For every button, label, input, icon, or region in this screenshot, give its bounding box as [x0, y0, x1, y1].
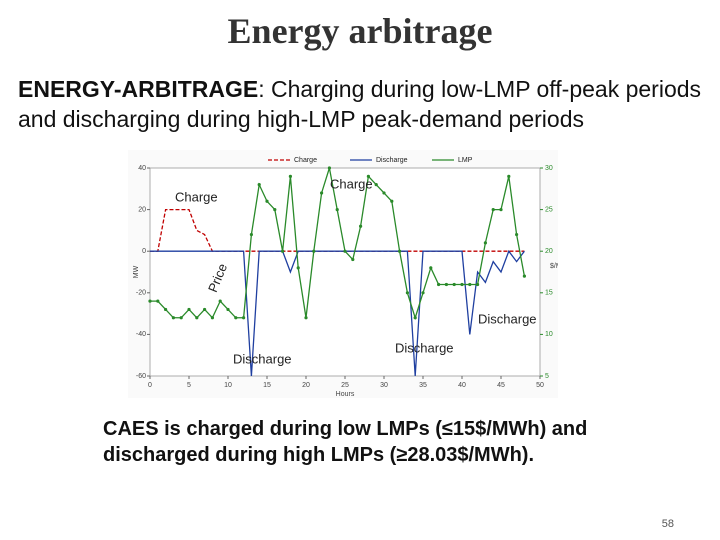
- x-tick-label: 5: [187, 382, 191, 389]
- lmp-marker: [437, 282, 441, 287]
- lmp-marker: [421, 291, 425, 295]
- lmp-marker: [203, 307, 207, 312]
- y2-tick-label: 15: [545, 290, 553, 297]
- lmp-marker: [429, 266, 433, 270]
- x-tick-label: 30: [380, 382, 388, 389]
- lmp-marker: [210, 316, 214, 320]
- lmp-marker: [444, 282, 448, 287]
- lmp-marker: [265, 199, 269, 203]
- annotation: Discharge: [395, 340, 454, 355]
- lmp-marker: [234, 316, 238, 320]
- lmp-marker: [382, 191, 386, 195]
- lmp-marker: [304, 316, 308, 320]
- chart: 0 5 10 15 20 25 30 35 40 45 50 -60 -40 -20 0 20 40 5 10 15 2…: [128, 150, 558, 398]
- lmp-marker: [491, 208, 495, 212]
- y2-tick-label: 10: [545, 331, 553, 338]
- legend-label: LMP: [458, 157, 473, 164]
- annotation: Discharge: [233, 351, 292, 366]
- lmp-marker: [296, 266, 300, 270]
- x-tick-label: 35: [419, 382, 427, 389]
- y-tick-label: 40: [138, 165, 146, 172]
- legend-label: Discharge: [376, 157, 408, 164]
- lmp-marker: [327, 166, 331, 170]
- x-axis-label: Hours: [336, 391, 355, 398]
- lmp-marker: [320, 191, 324, 195]
- lmp-marker: [460, 282, 464, 287]
- y-tick-label: -40: [136, 331, 146, 338]
- lmp-marker: [273, 208, 277, 212]
- lmp-marker: [156, 299, 160, 303]
- lmp-marker: [171, 316, 175, 320]
- lmp-marker: [249, 232, 253, 237]
- x-tick-label: 50: [536, 382, 544, 389]
- lmp-marker: [187, 307, 191, 312]
- y2-tick-label: 5: [545, 373, 549, 380]
- lmp-marker: [288, 174, 292, 178]
- lmp-marker: [164, 307, 168, 312]
- lmp-marker: [312, 249, 316, 253]
- lmp-marker: [366, 174, 370, 178]
- lmp-marker: [343, 249, 347, 253]
- legend-label: Charge: [294, 157, 317, 164]
- lmp-marker: [351, 257, 355, 262]
- x-tick-label: 45: [497, 382, 505, 389]
- lmp-marker: [179, 316, 183, 320]
- lmp-marker: [226, 307, 230, 312]
- lmp-marker: [522, 274, 526, 278]
- lmp-marker: [507, 174, 511, 178]
- y2-axis-label: $/MWh: [550, 263, 558, 270]
- y-tick-label: -60: [136, 373, 146, 380]
- lmp-marker: [483, 241, 487, 245]
- lmp-marker: [242, 316, 246, 320]
- lmp-marker: [257, 183, 261, 187]
- y2-tick-label: 25: [545, 206, 553, 213]
- lmp-marker: [359, 224, 363, 228]
- slide-title: Energy arbitrage: [227, 11, 493, 51]
- x-tick-label: 40: [458, 382, 466, 389]
- lmp-marker: [390, 199, 394, 203]
- lmp-marker: [468, 282, 472, 287]
- lmp-marker: [281, 249, 285, 253]
- page-number: 58: [661, 518, 674, 530]
- x-tick-label: 20: [302, 382, 310, 389]
- y-axis-label: MW: [133, 265, 140, 278]
- annotation: Charge: [330, 176, 373, 191]
- x-tick-label: 15: [263, 382, 271, 389]
- caption: CAES is charged during low LMPs (≤15$/MW…: [103, 418, 588, 466]
- x-tick-label: 10: [224, 382, 232, 389]
- bullet-text: : Charging during low-LMP off-peak perio…: [18, 76, 702, 132]
- lmp-marker: [374, 183, 378, 187]
- lmp-marker: [218, 299, 222, 303]
- plot-area: [149, 167, 541, 377]
- lmp-marker: [452, 282, 456, 287]
- y2-tick-label: 20: [545, 248, 553, 255]
- lmp-marker: [195, 316, 199, 320]
- series-line: [150, 249, 525, 377]
- x-tick-label: 0: [148, 382, 152, 389]
- annotation: Discharge: [478, 311, 537, 326]
- lmp-marker: [405, 291, 409, 295]
- bullet: ENERGY-ARBITRAGE: Charging during low-LM…: [18, 74, 718, 134]
- lmp-marker: [413, 316, 417, 320]
- lmp-marker: [515, 232, 519, 237]
- y-tick-label: 20: [138, 206, 146, 213]
- y2-tick-label: 30: [545, 165, 553, 172]
- x-tick-label: 25: [341, 382, 349, 389]
- lmp-marker: [335, 208, 339, 212]
- y-tick-label: 0: [142, 248, 146, 255]
- lmp-marker: [499, 208, 503, 212]
- y-tick-label: -20: [136, 290, 146, 297]
- annotation: Charge: [175, 189, 218, 204]
- lmp-marker: [476, 282, 480, 287]
- bullet-term: ENERGY-ARBITRAGE: [18, 76, 259, 102]
- lmp-marker: [398, 249, 402, 253]
- lmp-marker: [148, 299, 152, 303]
